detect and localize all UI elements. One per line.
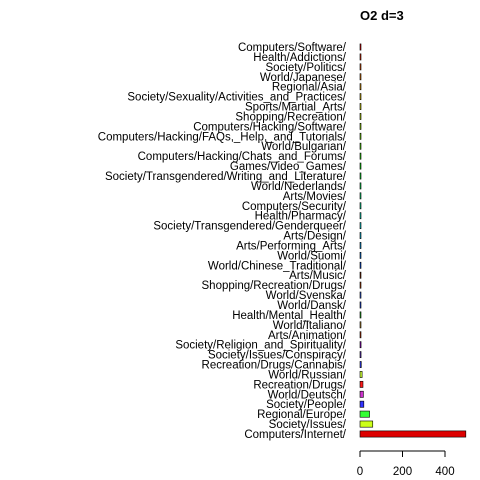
x-axis: 0 200 400 [357, 450, 455, 478]
bar [359, 341, 362, 349]
bars-layer [359, 43, 467, 438]
category-label: World/Japanese/ [260, 72, 347, 84]
category-label: Health/Pharmacy/ [255, 211, 347, 223]
bar [359, 281, 362, 289]
category-label: Computers/Hacking/Chats_and_Forums/ [138, 151, 347, 163]
bar [359, 202, 362, 210]
category-label: Arts/Movies/ [283, 191, 347, 203]
bar [359, 400, 365, 408]
category-label: Society/Transgendered/Genderqueer/ [153, 221, 346, 233]
category-label: Recreation/Drugs/ [253, 379, 346, 391]
bar [359, 380, 364, 388]
chart-title: O2 d=3 [360, 8, 404, 23]
bar [359, 301, 362, 309]
bar [359, 182, 362, 190]
category-label: World/Bulgarian/ [261, 141, 347, 153]
bar [359, 311, 362, 319]
bar [359, 321, 362, 329]
bar [359, 291, 362, 299]
bar [359, 331, 362, 339]
category-label: Society/People/ [266, 399, 347, 411]
bar [359, 410, 370, 418]
bar [359, 162, 362, 170]
category-label: Arts/Design/ [283, 231, 346, 243]
category-label: World/Russian/ [268, 369, 347, 381]
category-label: Arts/Animation/ [268, 330, 347, 342]
bar [359, 232, 362, 239]
category-label: World/Svenska/ [266, 290, 347, 302]
bar [359, 242, 362, 249]
bar [359, 53, 362, 61]
category-label: Computers/Hacking/FAQs,_Help,_and_Tutori… [98, 131, 347, 143]
category-label: Health/Mental_Health/ [232, 310, 347, 322]
category-label: Computers/Hacking/Software/ [193, 121, 347, 133]
category-label: Shopping/Recreation/Drugs/ [202, 280, 347, 292]
bar [359, 420, 374, 428]
category-label: World/Italiano/ [273, 320, 347, 332]
category-label: Society/Transgendered/Writing_and_Litera… [105, 171, 347, 183]
category-label: World/Chinese_Traditional/ [208, 260, 347, 272]
category-label: Shopping/Recreation/ [235, 111, 346, 123]
category-label: Society/Issues/Conspiracy/ [208, 350, 347, 362]
category-labels: Computers/Software/Health/Addictions/Soc… [98, 42, 347, 441]
category-label: Arts/Music/ [289, 270, 347, 282]
category-label: Regional/Asia/ [272, 82, 347, 94]
x-tick-label: 0 [357, 466, 363, 478]
category-label: World/Nederlands/ [251, 181, 347, 193]
bar [359, 113, 362, 120]
category-label: Games/Video_Games/ [230, 161, 347, 173]
bar [359, 103, 362, 110]
category-label: World/Deutsch/ [268, 389, 347, 401]
category-label: Computers/Software/ [238, 42, 347, 54]
bar [359, 93, 362, 101]
bar [359, 361, 362, 368]
bar [359, 251, 362, 259]
category-label: Society/Sexuality/Activities_and_Practic… [127, 92, 346, 104]
x-tick-label: 200 [393, 466, 412, 478]
bar [359, 73, 362, 81]
category-label: Health/Addictions/ [253, 52, 346, 64]
category-label: Regional/Europe/ [257, 409, 347, 421]
category-label: Society/Issues/ [269, 419, 347, 431]
bar [359, 122, 362, 130]
category-label: Computers/Security/ [242, 201, 347, 213]
bar [359, 142, 362, 150]
bar [359, 430, 467, 438]
bar [359, 63, 362, 71]
bar [359, 43, 362, 51]
x-tick-label: 400 [435, 466, 454, 478]
bar [359, 351, 362, 359]
category-label: World/Dansk/ [277, 300, 347, 312]
bar [359, 132, 362, 140]
category-label: World/Suomi/ [277, 250, 347, 262]
bar [359, 271, 362, 279]
bar [359, 222, 362, 230]
bar [359, 261, 362, 269]
bar [359, 152, 362, 160]
category-label: Society/Politics/ [265, 62, 346, 74]
category-label: Arts/Performing_Arts/ [236, 240, 347, 252]
bar [359, 371, 363, 378]
category-label: Computers/Internet/ [244, 429, 346, 441]
category-label: Recreation/Drugs/Cannabis/ [202, 360, 347, 372]
bar [359, 390, 364, 398]
bar [359, 212, 362, 220]
bar [359, 172, 362, 180]
bar [359, 192, 362, 200]
category-label: Sports/Martial_Arts/ [245, 102, 347, 114]
category-label: Society/Religion_and_Spirituality/ [175, 340, 346, 352]
bar [359, 83, 362, 91]
